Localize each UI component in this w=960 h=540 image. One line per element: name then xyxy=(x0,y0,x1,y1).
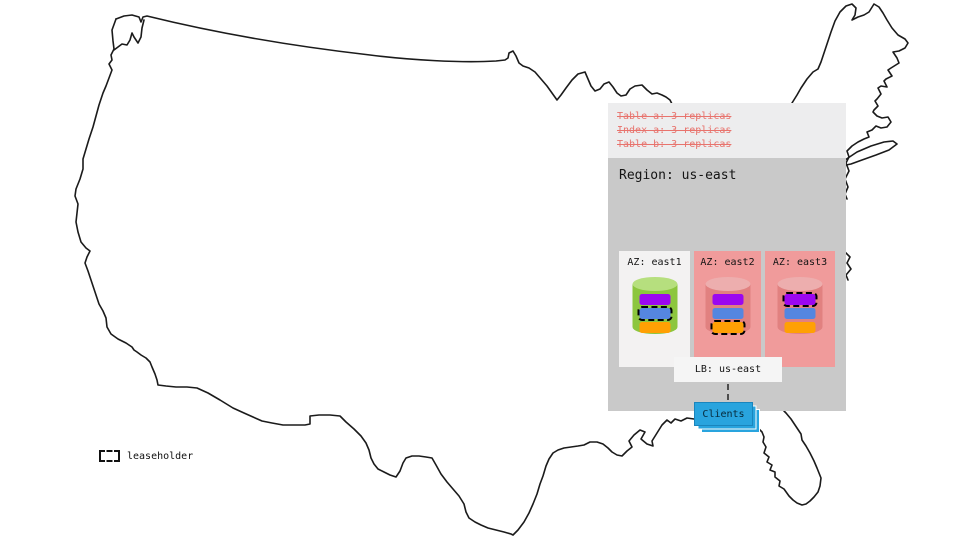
clients-stack: Clients xyxy=(694,402,760,433)
load-balancer-box: LB: us-east xyxy=(674,357,782,382)
replica-bar-table-b xyxy=(710,320,745,335)
replica-bar-index-a xyxy=(637,306,672,321)
map-puget-sound xyxy=(113,19,145,51)
database-icon xyxy=(777,277,823,340)
replica-bar-table-b xyxy=(784,322,816,333)
az-box-east1: AZ: east1 xyxy=(619,251,690,367)
az-label-east2: AZ: east2 xyxy=(700,257,755,268)
az-box-east3: AZ: east3 xyxy=(765,251,835,367)
database-icon xyxy=(632,277,677,340)
map-new-england xyxy=(791,3,909,200)
database-icon-top xyxy=(632,277,677,291)
zone-config-note: Table a: 3 replicas Index a: 3 replicas … xyxy=(608,103,846,158)
replica-bar-table-b xyxy=(639,322,670,333)
map-north-border xyxy=(115,14,673,105)
map-delmarva xyxy=(844,251,852,281)
legend-label: leaseholder xyxy=(127,450,194,462)
az-box-east2: AZ: east2 xyxy=(694,251,761,367)
map-long-island xyxy=(844,140,898,166)
replica-bar-table-a xyxy=(782,292,818,307)
database-icon-top xyxy=(777,277,823,291)
database-icon-top xyxy=(705,277,750,291)
region-title: Region: us-east xyxy=(619,168,737,183)
replica-bar-table-a xyxy=(712,294,743,305)
region-overlay-panel: Table a: 3 replicas Index a: 3 replicas … xyxy=(608,103,846,433)
config-line-index-a: Index a: 3 replicas xyxy=(617,125,732,136)
lb-clients-connector xyxy=(727,384,729,400)
az-label-east1: AZ: east1 xyxy=(627,257,682,268)
legend-leaseholder: leaseholder xyxy=(99,450,193,462)
replica-bar-table-a xyxy=(639,294,670,305)
database-icon xyxy=(705,277,750,340)
replica-bar-index-a xyxy=(784,308,816,319)
az-label-east3: AZ: east3 xyxy=(772,257,828,268)
config-line-table-a: Table a: 3 replicas xyxy=(617,111,732,122)
region-box: Region: us-east AZ: east1 AZ: east2 xyxy=(608,158,846,433)
leaseholder-swatch-icon xyxy=(99,450,120,462)
replica-bar-index-a xyxy=(712,308,743,319)
map-west-south-coast xyxy=(74,18,822,536)
config-line-table-b: Table b: 3 replicas xyxy=(617,139,732,150)
clients-box: Clients xyxy=(694,402,753,426)
